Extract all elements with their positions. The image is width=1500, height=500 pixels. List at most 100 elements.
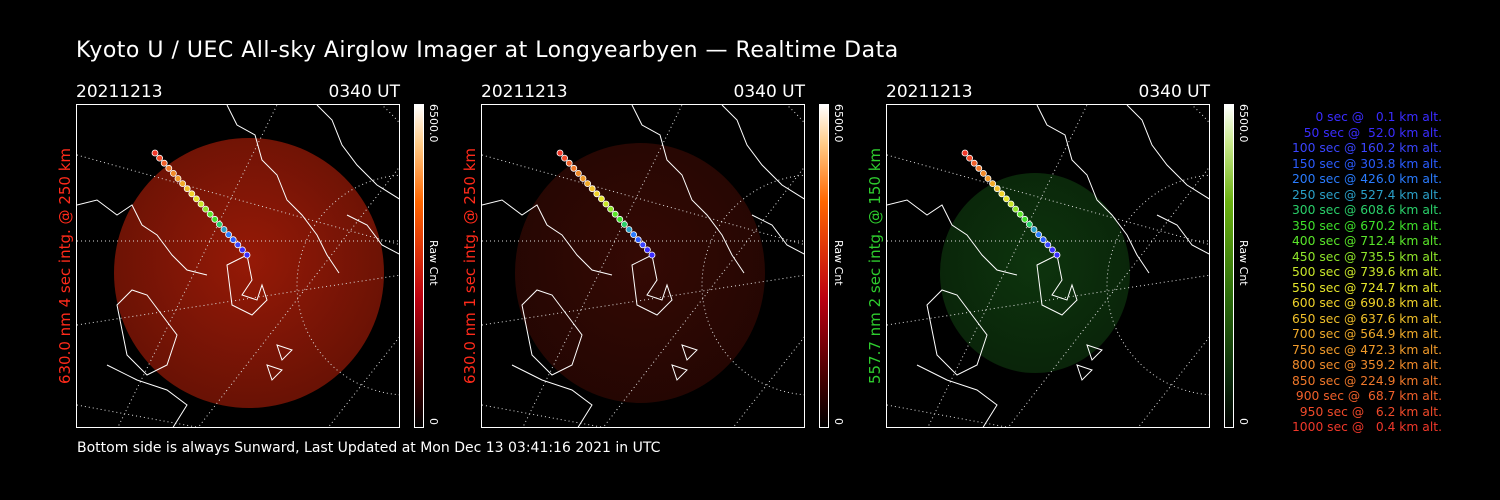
panel-1-colorbar-unit: Raw Cnt — [427, 240, 440, 286]
trajectory-point — [556, 149, 564, 157]
coastline — [1036, 105, 1150, 274]
trajectory-point — [229, 236, 237, 244]
legend-item: 300 sec @ 608.6 km alt. — [1291, 203, 1442, 217]
panel-1-date: 20211213 — [76, 82, 163, 102]
airglow-disc — [114, 138, 384, 408]
trajectory-point — [206, 210, 214, 218]
trajectory-point — [156, 154, 163, 162]
panel-1-time: 0340 UT — [328, 82, 401, 102]
legend-item: 650 sec @ 637.6 km alt. — [1291, 311, 1442, 326]
grid-line — [117, 105, 278, 427]
grid-line — [77, 154, 399, 245]
legend-item: 0 sec @ 0.1 km alt. — [1315, 110, 1442, 124]
coastline — [751, 214, 804, 255]
trajectory-point — [1048, 246, 1056, 254]
trajectory-point — [238, 246, 246, 254]
trajectory-point — [639, 241, 647, 249]
trajectory-point — [215, 221, 223, 228]
trajectory-point — [970, 159, 978, 167]
panel-2-colorbar-unit: Raw Cnt — [832, 240, 845, 286]
coastline — [681, 344, 698, 361]
trajectory-point — [625, 226, 633, 233]
trajectory-point — [151, 149, 159, 157]
panel-2-image[interactable] — [481, 104, 805, 428]
panel-1-colorbar-min: 0 — [427, 418, 440, 425]
trajectory-point — [1039, 236, 1047, 244]
panel-2-time: 0340 UT — [733, 82, 806, 102]
grid-line — [77, 404, 199, 427]
coastline — [276, 344, 293, 361]
trajectory-point — [179, 180, 186, 187]
panel-1-image[interactable] — [76, 104, 400, 428]
trajectory-point — [170, 170, 177, 177]
panel-1-colorbar-max: 6500.0 — [427, 104, 440, 143]
panel-3-map — [887, 105, 1209, 427]
panel-3-colorbar — [1224, 104, 1234, 428]
coastline — [721, 105, 804, 200]
coastline — [226, 254, 268, 316]
trajectory-point — [565, 159, 573, 167]
trajectory-point — [575, 170, 582, 177]
trajectory-point — [598, 195, 605, 203]
coastline — [511, 364, 593, 427]
coastline — [671, 364, 688, 381]
trajectory-point — [1044, 241, 1052, 249]
grid-line — [927, 105, 1088, 427]
trajectory-point — [588, 185, 596, 193]
legend-item: 450 sec @ 735.5 km alt. — [1291, 249, 1442, 264]
trajectory-point — [225, 231, 233, 239]
grid-line — [482, 404, 604, 427]
legend-item: 850 sec @ 224.9 km alt. — [1291, 373, 1442, 388]
legend-item: 400 sec @ 712.4 km alt. — [1291, 234, 1442, 248]
trajectory-point — [197, 200, 205, 208]
grid-line — [522, 105, 683, 427]
coastline — [346, 214, 399, 255]
grid-line — [887, 404, 1009, 427]
panel-3-image[interactable] — [886, 104, 1210, 428]
trajectory-point — [966, 154, 973, 162]
trajectory-point — [165, 164, 173, 172]
panel-1-map — [77, 105, 399, 427]
coastline — [1086, 344, 1103, 361]
panel-2-date: 20211213 — [481, 82, 568, 102]
panel-3-time: 0340 UT — [1138, 82, 1211, 102]
trajectory-point — [1021, 215, 1029, 223]
legend-item: 100 sec @ 160.2 km alt. — [1291, 141, 1442, 155]
legend-item: 250 sec @ 527.4 km alt. — [1291, 187, 1442, 202]
legend-item: 150 sec @ 303.8 km alt. — [1291, 156, 1442, 171]
legend-item: 700 sec @ 564.9 km alt. — [1291, 327, 1442, 341]
trajectory-point — [1003, 195, 1010, 203]
trajectory-point — [648, 251, 656, 259]
coastline — [1036, 254, 1078, 316]
trajectory-point — [188, 190, 196, 198]
trajectory-point — [975, 164, 983, 172]
trajectory-point — [984, 175, 992, 182]
legend-item: 1000 sec @ 0.4 km alt. — [1291, 420, 1442, 434]
panel-2-colorbar-max: 6500.0 — [832, 104, 845, 143]
trajectory-point — [1025, 221, 1033, 228]
trajectory-point — [234, 241, 242, 249]
trajectory-point — [643, 246, 651, 254]
trajectory-point — [174, 175, 182, 182]
trajectory-point — [616, 215, 624, 223]
legend-item: 50 sec @ 52.0 km alt. — [1303, 125, 1442, 140]
panel-3-side-label: 557.7 nm 2 sec intg. @ 150 km — [866, 147, 884, 385]
trajectory-point — [630, 231, 638, 239]
legend-item: 200 sec @ 426.0 km alt. — [1291, 172, 1442, 186]
coastline — [926, 289, 988, 376]
trajectory-point — [634, 236, 642, 244]
trajectory-point — [980, 170, 987, 177]
trajectory-point — [561, 154, 568, 162]
trajectory-point — [570, 164, 578, 172]
coastline — [316, 105, 399, 200]
trajectory-point — [593, 190, 601, 198]
coastline — [887, 199, 1018, 276]
trajectory-point — [1012, 205, 1020, 213]
trajectory-point — [1035, 231, 1043, 239]
page-title: Kyoto U / UEC All-sky Airglow Imager at … — [76, 38, 899, 63]
coastline — [77, 199, 208, 276]
trajectory-point — [611, 210, 619, 218]
legend-item: 550 sec @ 724.7 km alt. — [1291, 280, 1442, 295]
coastline — [106, 364, 188, 427]
trajectory-legend: 0 sec @ 0.1 km alt. 50 sec @ 52.0 km alt… — [1262, 110, 1442, 436]
